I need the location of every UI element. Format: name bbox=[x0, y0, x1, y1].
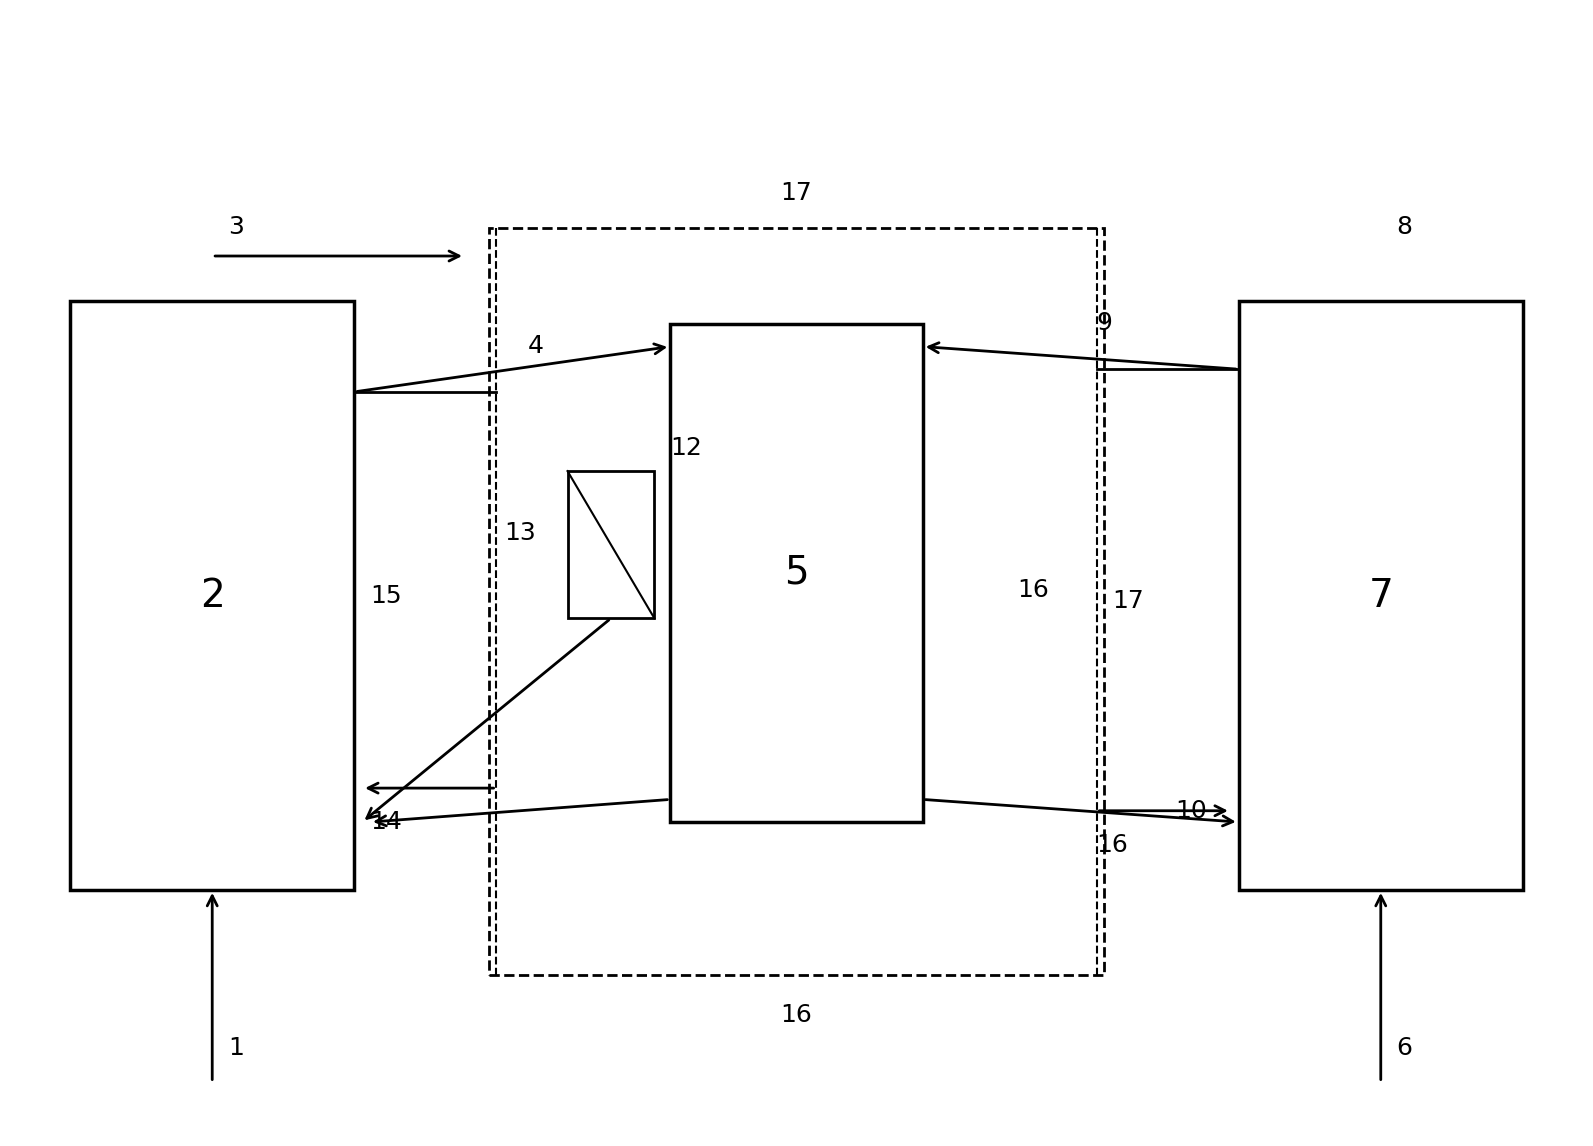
Text: 5: 5 bbox=[784, 554, 809, 592]
Text: 4: 4 bbox=[527, 333, 545, 358]
Text: 12: 12 bbox=[671, 435, 703, 460]
Text: 16: 16 bbox=[781, 1003, 812, 1027]
Text: 10: 10 bbox=[1176, 799, 1207, 823]
Text: 7: 7 bbox=[1368, 576, 1394, 614]
Text: 8: 8 bbox=[1397, 215, 1413, 240]
FancyBboxPatch shape bbox=[567, 471, 655, 619]
Text: 14: 14 bbox=[370, 810, 401, 834]
FancyBboxPatch shape bbox=[671, 324, 922, 822]
Text: 1: 1 bbox=[228, 1036, 244, 1060]
Text: 13: 13 bbox=[505, 521, 535, 545]
Text: 15: 15 bbox=[370, 583, 401, 607]
Text: 9: 9 bbox=[1096, 312, 1112, 336]
Text: 6: 6 bbox=[1397, 1036, 1413, 1060]
Text: 16: 16 bbox=[1096, 833, 1128, 857]
Text: 16: 16 bbox=[1018, 578, 1050, 602]
Text: 17: 17 bbox=[1112, 589, 1144, 613]
FancyBboxPatch shape bbox=[70, 301, 354, 890]
FancyBboxPatch shape bbox=[1239, 301, 1523, 890]
Text: 17: 17 bbox=[781, 181, 812, 205]
Text: 2: 2 bbox=[199, 576, 225, 614]
Text: 3: 3 bbox=[228, 215, 244, 240]
